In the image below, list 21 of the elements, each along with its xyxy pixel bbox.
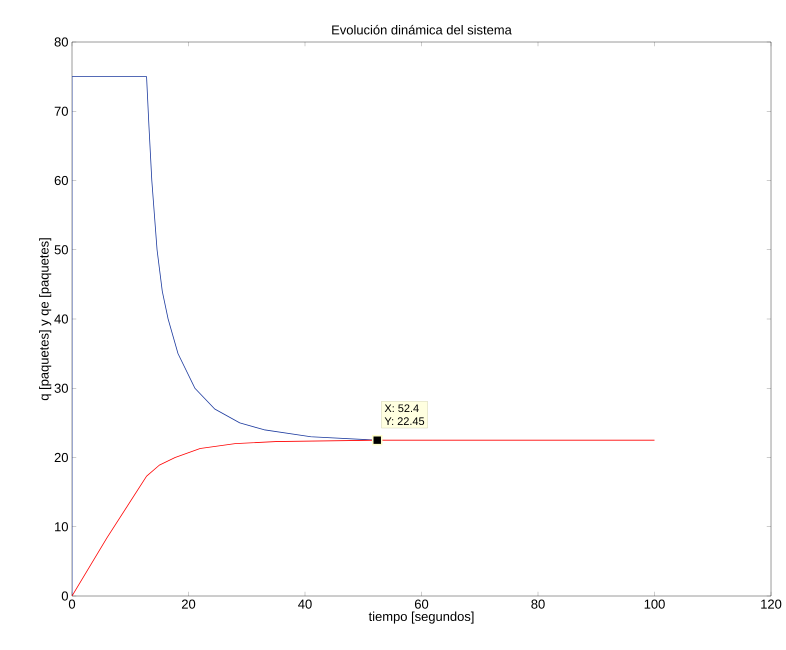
- annotation: Y: 22.45: [384, 417, 424, 426]
- x-tick-label: 0: [68, 600, 76, 609]
- y-tick-label: 20: [54, 452, 68, 462]
- x-tick-label: 100: [644, 600, 665, 609]
- y-tick-label: 50: [54, 245, 68, 254]
- x-tick-label: 40: [298, 600, 312, 609]
- x-tick-label: 80: [531, 600, 545, 609]
- y-tick-label: 40: [54, 314, 68, 324]
- y-tick-label: 70: [54, 106, 68, 116]
- y-tick-label: 30: [54, 384, 68, 393]
- y-tick-label: 80: [54, 37, 68, 47]
- x-tick-label: 60: [414, 600, 428, 609]
- y-tick-label: 0: [62, 591, 68, 601]
- y-tick-label: 10: [55, 522, 68, 532]
- y-tick-label: 60: [54, 176, 68, 186]
- x-tick-label: 20: [182, 600, 196, 609]
- annotation: X: 52.4: [384, 404, 419, 412]
- x-axis-title: tiempo [segundos]: [368, 612, 474, 624]
- chart-title: Evolución dinámica del sistema: [332, 24, 512, 34]
- y-axis-title: q [paquetes] y qe [paquetes]: [39, 238, 52, 400]
- x-tick-label: 120: [761, 600, 782, 609]
